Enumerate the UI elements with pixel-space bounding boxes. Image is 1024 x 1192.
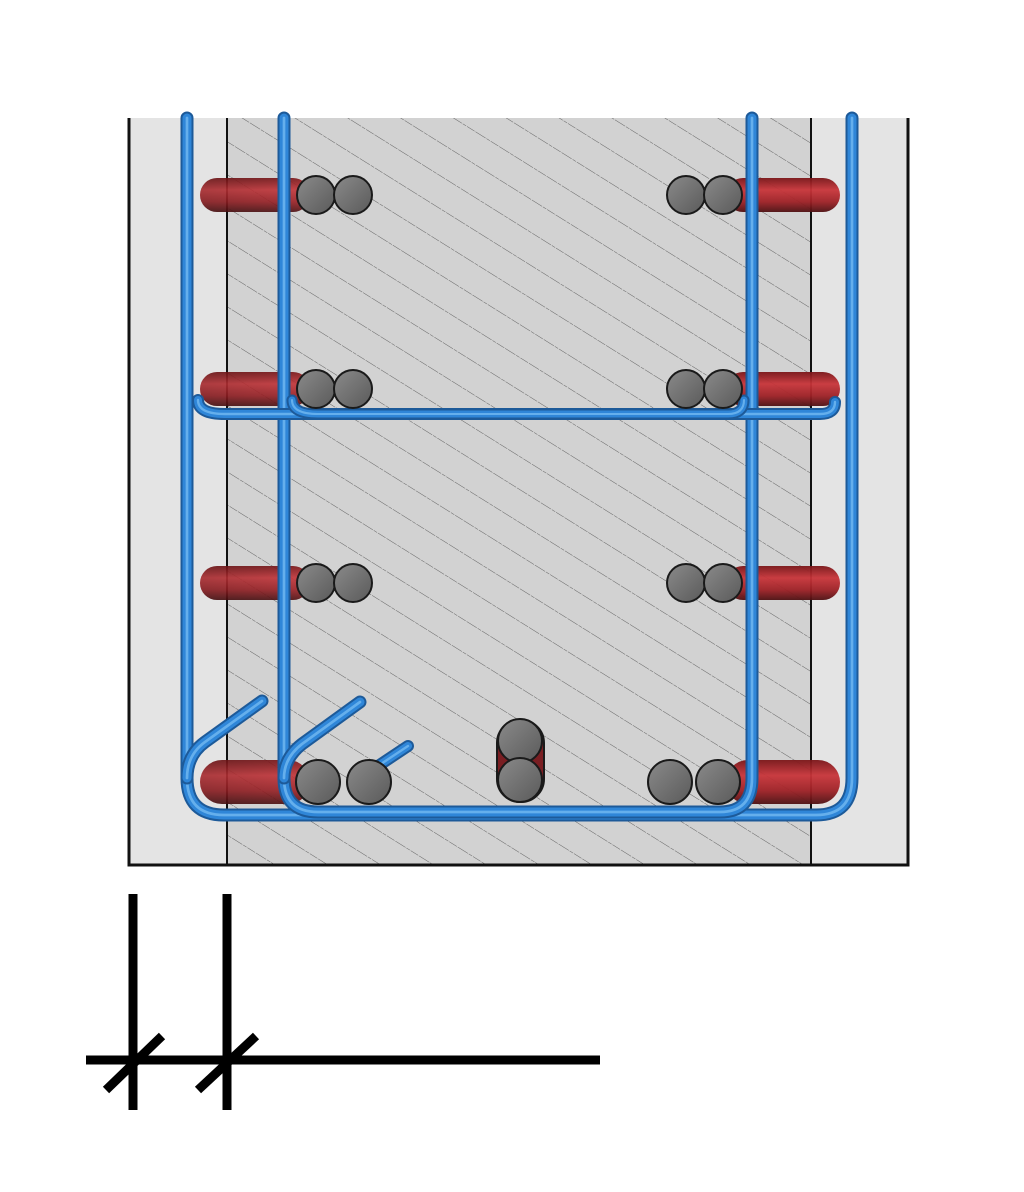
tick-mark-outer <box>102 1032 166 1094</box>
central-bar-top <box>497 718 543 764</box>
right-bar-pair-row-2 <box>666 369 743 409</box>
right-bar-pair-row-3-bar-1 <box>666 563 706 603</box>
outer-stirrup-hook-highlight <box>185 699 264 780</box>
right-bar-pair-row-3 <box>666 563 743 603</box>
stirrups <box>180 111 859 822</box>
central-vertical-bar <box>496 718 545 803</box>
top-bar-row-right-bar <box>726 178 840 212</box>
right-bar-pair-bottom-bar-2 <box>695 759 741 805</box>
right-bar-pair-row-1-bar-1 <box>666 175 706 215</box>
right-bar-pair-row-2-bar-1 <box>666 369 706 409</box>
left-bar-pair-bottom-bar-1 <box>295 759 341 805</box>
left-bar-pair-row-2-bar-2 <box>333 369 373 409</box>
outer-stirrup-hook <box>180 694 269 785</box>
third-bar-row-right-bar <box>726 566 840 600</box>
tick-mark-core <box>194 1032 260 1094</box>
right-bar-pair-bottom-bar-1 <box>647 759 693 805</box>
left-bar-pair-row-1-bar-2 <box>333 175 373 215</box>
dimension-extension-lines <box>86 894 600 1110</box>
left-bar-pair-row-3-bar-2 <box>333 563 373 603</box>
right-bar-pair-bottom <box>647 759 741 805</box>
cross-section-bars <box>295 175 743 805</box>
left-bar-pair-row-2 <box>296 369 373 409</box>
left-bar-pair-row-3-bar-1 <box>296 563 336 603</box>
right-bar-pair-row-2-bar-2 <box>703 369 743 409</box>
left-bar-pair-row-1-bar-1 <box>296 175 336 215</box>
right-bar-pair-row-1-bar-2 <box>703 175 743 215</box>
left-bar-pair-row-1 <box>296 175 373 215</box>
section-outline <box>127 118 910 867</box>
right-bar-pair-row-3-bar-2 <box>703 563 743 603</box>
inner-stirrup-hook-highlight <box>282 700 362 780</box>
left-bar-pair-row-2-bar-1 <box>296 369 336 409</box>
top-bar-row-left-bar-shade <box>200 178 310 212</box>
left-bar-pair-bottom-bar-2 <box>346 759 392 805</box>
central-bar-bottom <box>497 757 543 803</box>
inner-stirrup-highlight <box>282 116 754 814</box>
inner-stirrup <box>277 111 759 819</box>
inner-stirrup-hook <box>277 695 367 785</box>
right-bar-pair-row-1 <box>666 175 743 215</box>
inner-tie-bar <box>286 394 750 420</box>
left-bar-pair-row-3 <box>296 563 373 603</box>
third-bar-row-left-bar-shade <box>200 566 310 600</box>
concrete-section <box>129 118 908 865</box>
left-bar-pair-bottom <box>295 759 392 805</box>
inner-tie-bar-highlight <box>290 398 746 416</box>
